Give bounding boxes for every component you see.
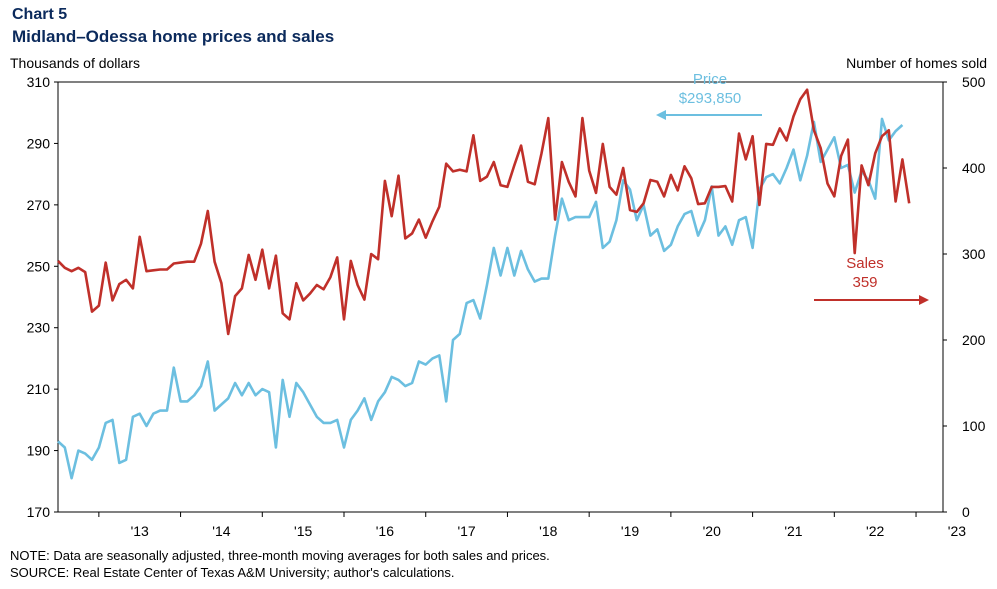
left-tick-label: 250	[27, 258, 51, 274]
right-tick-label: 100	[962, 418, 986, 434]
sales-arrow-head	[919, 295, 929, 305]
x-tick-label: '14	[212, 523, 230, 539]
price-arrow-head	[656, 110, 666, 120]
left-tick-label: 270	[27, 197, 51, 213]
x-tick-label: '22	[866, 523, 884, 539]
x-tick-label: '20	[703, 523, 721, 539]
sales-annotation-label: Sales	[846, 255, 884, 272]
x-axis-ticks: '13 '14 '15 '16 '17 '18 '19 '20 '21 '22 '23	[98, 512, 966, 539]
series-annotations: Price $293,850 Sales 359	[656, 71, 929, 305]
left-tick-label: 210	[27, 381, 51, 397]
right-tick-label: 0	[962, 504, 970, 520]
left-tick-label: 230	[27, 320, 51, 336]
price-annotation-label: Price	[693, 71, 727, 88]
right-tick-label: 500	[962, 74, 986, 90]
left-tick-label: 190	[27, 443, 51, 459]
chart-number: Chart 5	[12, 6, 68, 23]
right-tick-label: 400	[962, 160, 986, 176]
right-tick-label: 300	[962, 246, 986, 262]
right-axis-title: Number of homes sold	[846, 55, 987, 71]
chart-footnote: NOTE: Data are seasonally adjusted, thre…	[10, 547, 550, 581]
left-tick-label: 170	[27, 504, 51, 520]
right-tick-label: 200	[962, 332, 986, 348]
price-annotation-value: $293,850	[679, 90, 742, 107]
sales-annotation-value: 359	[852, 274, 877, 291]
chart-title: Midland–Odessa home prices and sales	[12, 27, 335, 46]
x-tick-label: '16	[376, 523, 394, 539]
note-text: NOTE: Data are seasonally adjusted, thre…	[10, 548, 550, 563]
left-axis-ticks: 170 190 210 230 250 270 290 310	[27, 74, 58, 520]
x-tick-label: '17	[457, 523, 475, 539]
x-tick-label: '19	[621, 523, 639, 539]
x-tick-label: '13	[131, 523, 149, 539]
plot-frame	[57, 81, 944, 513]
series-lines	[57, 88, 911, 480]
source-text: SOURCE: Real Estate Center of Texas A&M …	[10, 565, 455, 580]
left-tick-label: 310	[27, 74, 51, 90]
sales-line	[57, 88, 911, 336]
left-tick-label: 290	[27, 135, 51, 151]
x-tick-label: '15	[294, 523, 312, 539]
x-tick-label: '21	[784, 523, 802, 539]
left-axis-title: Thousands of dollars	[10, 55, 140, 71]
plot-border	[57, 81, 944, 513]
right-axis-ticks: 0 100 200 300 400 500	[943, 74, 986, 520]
x-tick-label: '18	[539, 523, 557, 539]
x-tick-label: '23	[948, 523, 966, 539]
